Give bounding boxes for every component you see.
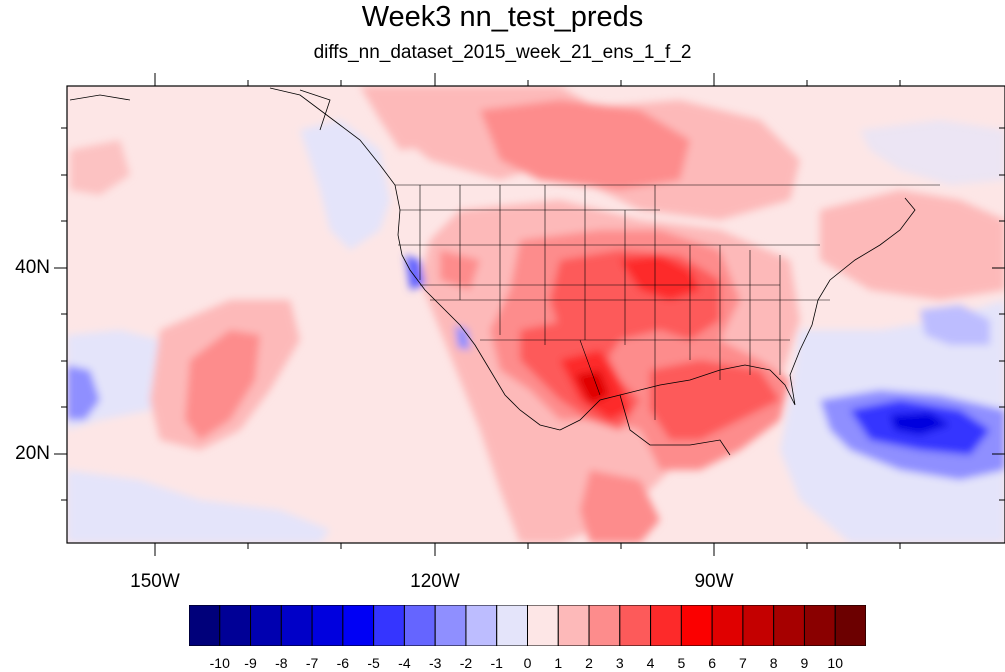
- colorbar-label: 0: [523, 655, 532, 671]
- colorbar-label: -1: [490, 655, 503, 671]
- colorbar-label: 2: [585, 655, 593, 671]
- state-boundaries: [395, 184, 940, 420]
- colorbar-swatch: [711, 605, 744, 646]
- colorbar-swatch: [588, 605, 621, 646]
- colorbar-label: 9: [800, 655, 809, 671]
- colorbar-swatch: [465, 605, 498, 646]
- x-tick-label: 150W: [130, 571, 180, 592]
- colorbar-label: -4: [398, 655, 411, 671]
- y-tick-label: 40N: [15, 257, 50, 278]
- colorbar-swatch: [773, 605, 805, 646]
- x-tick-label: 90W: [694, 571, 734, 592]
- colorbar-swatch: [650, 605, 682, 646]
- colorbar-swatch: [219, 605, 252, 646]
- colorbar-label: -9: [244, 655, 257, 671]
- colorbar-swatch: [619, 605, 652, 646]
- colorbar-swatch: [557, 605, 590, 646]
- colorbar-label: 1: [554, 655, 563, 671]
- colorbar-label: -10: [209, 655, 230, 671]
- colorbar-swatch: [496, 605, 529, 646]
- colorbar-label: -8: [275, 655, 288, 671]
- colorbar-swatch: [311, 605, 344, 646]
- map-title: Week3 nn_test_preds: [361, 1, 644, 33]
- colorbar-swatch: [434, 605, 467, 646]
- map-subtitle: diffs_nn_dataset_2015_week_21_ens_1_f_2: [313, 42, 692, 63]
- anomaly-field: [67, 86, 1005, 543]
- colorbar-label: -3: [428, 655, 442, 671]
- x-tick-label: 120W: [410, 571, 460, 592]
- colorbar-label: 3: [615, 655, 624, 671]
- colorbar-swatch: [280, 605, 313, 646]
- colorbar-swatch: [373, 605, 405, 646]
- colorbar-label: 7: [739, 655, 747, 671]
- colorbar-label: 4: [646, 655, 655, 671]
- colorbar-swatch: [189, 605, 221, 646]
- coastlines: [69, 87, 916, 456]
- colorbar-swatch: [803, 605, 836, 646]
- colorbar-swatch: [342, 605, 375, 646]
- y-tick-label: 20N: [15, 443, 50, 464]
- colorbar-swatch: [527, 605, 559, 646]
- colorbar-label: 5: [677, 655, 686, 671]
- colorbar-swatch: [742, 605, 775, 646]
- colorbar-swatch: [403, 605, 436, 646]
- colorbar-label: -2: [459, 655, 473, 671]
- colorbar-swatch: [680, 605, 713, 646]
- colorbar-label: 8: [769, 655, 778, 671]
- axis-ticks: [54, 73, 1005, 556]
- colorbar-label: -7: [305, 655, 319, 671]
- colorbar-label: 6: [708, 655, 717, 671]
- colorbar-swatch: [250, 605, 282, 646]
- colorbar: [189, 605, 866, 646]
- colorbar-label: 10: [827, 655, 843, 671]
- colorbar-swatch: [834, 605, 866, 646]
- colorbar-label: -5: [367, 655, 380, 671]
- colorbar-label: -6: [336, 655, 350, 671]
